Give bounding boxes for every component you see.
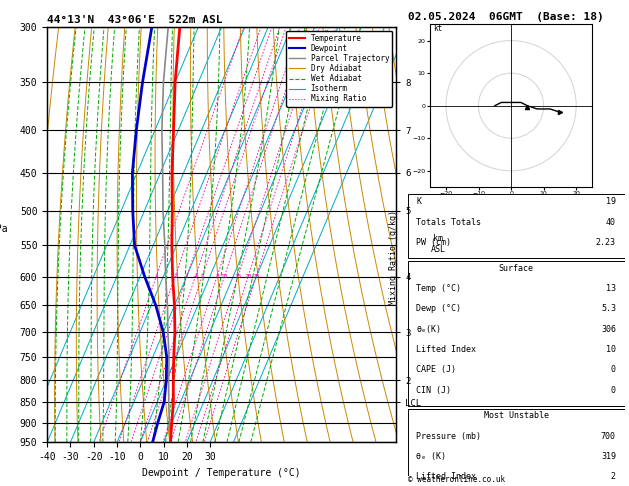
Text: 40: 40 [606, 218, 616, 226]
Y-axis label: hPa: hPa [0, 225, 8, 235]
Bar [408, 409, 625, 486]
Text: CIN (J): CIN (J) [416, 385, 451, 395]
Text: 19: 19 [606, 197, 616, 206]
Text: 25: 25 [252, 274, 260, 279]
Text: Most Unstable: Most Unstable [484, 412, 548, 420]
Y-axis label: km
ASL: km ASL [431, 235, 445, 254]
Text: 2: 2 [611, 472, 616, 481]
Text: Lifted Index: Lifted Index [416, 472, 476, 481]
Text: 0: 0 [611, 385, 616, 395]
Text: 2.23: 2.23 [596, 238, 616, 247]
Text: kt: kt [433, 24, 442, 33]
Text: PW (cm): PW (cm) [416, 238, 451, 247]
Text: © weatheronline.co.uk: © weatheronline.co.uk [408, 474, 504, 484]
Text: Dewp (°C): Dewp (°C) [416, 304, 461, 313]
Text: Totals Totals: Totals Totals [416, 218, 481, 226]
Bar [408, 194, 625, 258]
Text: 319: 319 [601, 452, 616, 461]
Text: 4: 4 [194, 274, 198, 279]
Text: 15: 15 [235, 274, 242, 279]
Text: Lifted Index: Lifted Index [416, 345, 476, 354]
Text: 10: 10 [606, 345, 616, 354]
Legend: Temperature, Dewpoint, Parcel Trajectory, Dry Adiabat, Wet Adiabat, Isotherm, Mi: Temperature, Dewpoint, Parcel Trajectory… [286, 31, 392, 106]
Text: 0: 0 [611, 365, 616, 374]
X-axis label: Dewpoint / Temperature (°C): Dewpoint / Temperature (°C) [142, 468, 301, 478]
Text: Pressure (mb): Pressure (mb) [416, 432, 481, 441]
Text: Surface: Surface [499, 264, 533, 273]
Text: 700: 700 [601, 432, 616, 441]
Text: θₑ (K): θₑ (K) [416, 452, 446, 461]
Text: 2: 2 [173, 274, 177, 279]
Text: 02.05.2024  06GMT  (Base: 18): 02.05.2024 06GMT (Base: 18) [408, 12, 603, 22]
Text: 3: 3 [185, 274, 189, 279]
Text: 10: 10 [221, 274, 228, 279]
Text: 8: 8 [215, 274, 219, 279]
Text: 13: 13 [606, 284, 616, 293]
Text: θₑ(K): θₑ(K) [416, 325, 442, 333]
Text: Mixing Ratio (g/kg): Mixing Ratio (g/kg) [389, 210, 398, 305]
Text: 306: 306 [601, 325, 616, 333]
Text: 1: 1 [154, 274, 158, 279]
Text: 5: 5 [201, 274, 204, 279]
Text: 5.3: 5.3 [601, 304, 616, 313]
Text: 20: 20 [245, 274, 252, 279]
Text: 44°13'N  43°06'E  522m ASL: 44°13'N 43°06'E 522m ASL [47, 15, 223, 25]
Text: K: K [416, 197, 421, 206]
Text: CAPE (J): CAPE (J) [416, 365, 456, 374]
Bar [408, 261, 625, 406]
Text: Temp (°C): Temp (°C) [416, 284, 461, 293]
